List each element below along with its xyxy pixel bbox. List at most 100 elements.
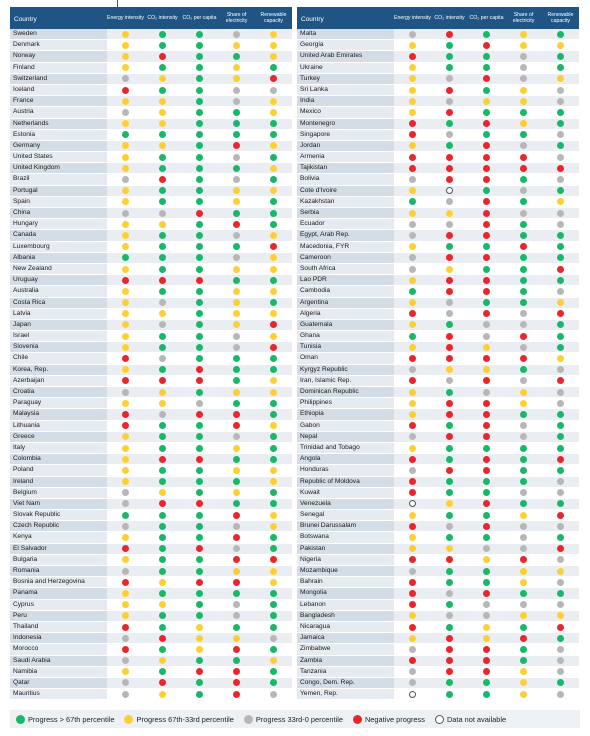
gray-dot-icon xyxy=(159,355,166,363)
country-name: Albania xyxy=(10,252,107,263)
green-dot-icon xyxy=(483,299,490,307)
green-dot-icon xyxy=(233,657,240,665)
green-dot-icon xyxy=(520,589,527,597)
green-dot-icon xyxy=(483,86,490,94)
cell-co2-intensity xyxy=(431,511,468,519)
green-dot-icon xyxy=(233,366,240,374)
cell-energy-intensity xyxy=(107,399,144,407)
green-dot-icon xyxy=(196,265,203,273)
red-dot-icon xyxy=(122,578,129,586)
yellow-dot-icon xyxy=(270,422,277,430)
red-dot-icon xyxy=(520,153,527,161)
cell-renewable-capacity xyxy=(255,478,292,486)
gray-dot-icon xyxy=(409,645,416,653)
green-dot-icon xyxy=(196,299,203,307)
cell-co2-intensity xyxy=(431,612,468,620)
cell-energy-intensity xyxy=(394,86,431,94)
gray-dot-icon xyxy=(409,466,416,474)
empty-dot-icon xyxy=(434,714,444,724)
cell-co2-intensity xyxy=(144,601,181,609)
red-dot-icon xyxy=(159,679,166,687)
cell-share-of-electricity xyxy=(505,153,542,161)
green-dot-icon xyxy=(196,355,203,363)
cell-co2-per-capita xyxy=(181,478,218,486)
cell-co2-intensity xyxy=(431,589,468,597)
cell-renewable-capacity xyxy=(255,556,292,564)
table-row: Uruguay xyxy=(10,275,292,287)
cell-share-of-electricity xyxy=(505,265,542,273)
cell-co2-intensity xyxy=(144,567,181,575)
cell-co2-intensity xyxy=(431,433,468,441)
cell-energy-intensity xyxy=(107,545,144,553)
gray-dot-icon xyxy=(446,589,453,597)
green-dot-icon xyxy=(196,153,203,161)
table-row: Bosnia and Herzegovina xyxy=(10,577,292,589)
cell-co2-per-capita xyxy=(468,534,505,542)
cell-energy-intensity xyxy=(107,377,144,385)
green-dot-icon xyxy=(520,198,527,206)
table-row: Algeria xyxy=(297,308,579,320)
yellow-dot-icon xyxy=(409,444,416,452)
country-name: Poland xyxy=(10,465,107,476)
gray-dot-icon xyxy=(409,679,416,687)
cell-renewable-capacity xyxy=(542,187,579,195)
country-name: Mongolia xyxy=(297,588,394,599)
cell-co2-per-capita xyxy=(468,455,505,463)
legend-item: Progress 33rd-0 percentile xyxy=(243,714,343,724)
red-dot-icon xyxy=(122,276,129,284)
cell-co2-intensity xyxy=(144,534,181,542)
table-row: Canada xyxy=(10,230,292,242)
empty-dot-icon xyxy=(409,690,416,698)
yellow-dot-icon xyxy=(122,589,129,597)
cell-energy-intensity xyxy=(394,489,431,497)
cell-energy-intensity xyxy=(107,120,144,128)
cell-co2-intensity xyxy=(144,589,181,597)
cell-co2-intensity xyxy=(144,422,181,430)
legend-label: Progress 67th-33rd percentile xyxy=(136,714,234,724)
cell-share-of-electricity xyxy=(505,634,542,642)
yellow-dot-icon xyxy=(557,198,564,206)
country-name: New Zealand xyxy=(10,263,107,275)
cell-co2-per-capita xyxy=(468,153,505,161)
legend-item: Progress 67th-33rd percentile xyxy=(124,714,234,724)
country-name: Honduras xyxy=(297,465,394,476)
cell-co2-per-capita xyxy=(468,209,505,217)
table-row: Congo, Dem. Rep. xyxy=(297,677,579,690)
green-dot-icon xyxy=(520,410,527,418)
table-row: Poland xyxy=(10,465,292,477)
cell-energy-intensity xyxy=(107,444,144,452)
cell-co2-per-capita xyxy=(181,220,218,228)
green-dot-icon xyxy=(196,198,203,206)
red-dot-icon xyxy=(122,377,129,385)
cell-co2-intensity xyxy=(144,86,181,94)
cell-renewable-capacity xyxy=(255,645,292,653)
cell-co2-per-capita xyxy=(468,86,505,94)
yellow-dot-icon xyxy=(270,231,277,239)
cell-share-of-electricity xyxy=(505,176,542,184)
cell-share-of-electricity xyxy=(505,64,542,72)
cell-energy-intensity xyxy=(107,52,144,60)
cell-renewable-capacity xyxy=(255,623,292,631)
cell-share-of-electricity xyxy=(218,612,255,620)
cell-renewable-capacity xyxy=(542,142,579,150)
cell-share-of-electricity xyxy=(218,97,255,105)
country-name: United States xyxy=(10,152,107,163)
country-name: Greece xyxy=(10,431,107,442)
table-row: Mexico xyxy=(297,107,579,119)
gray-dot-icon xyxy=(233,176,240,184)
green-dot-icon xyxy=(159,556,166,564)
cell-renewable-capacity xyxy=(255,30,292,38)
yellow-dot-icon xyxy=(409,41,416,49)
yellow-dot-icon xyxy=(520,612,527,620)
country-name: Namibia xyxy=(10,666,107,677)
red-dot-icon xyxy=(409,52,416,60)
table-row: Gabon xyxy=(297,420,579,432)
cell-share-of-electricity xyxy=(505,679,542,687)
cell-co2-intensity xyxy=(431,679,468,687)
country-name: Germany xyxy=(10,140,107,152)
cell-co2-per-capita xyxy=(181,500,218,508)
cell-renewable-capacity xyxy=(255,108,292,116)
cell-co2-per-capita xyxy=(181,433,218,441)
col-header-renewable-capacity: Renewable capacity xyxy=(260,12,287,24)
yellow-dot-icon xyxy=(270,30,277,38)
